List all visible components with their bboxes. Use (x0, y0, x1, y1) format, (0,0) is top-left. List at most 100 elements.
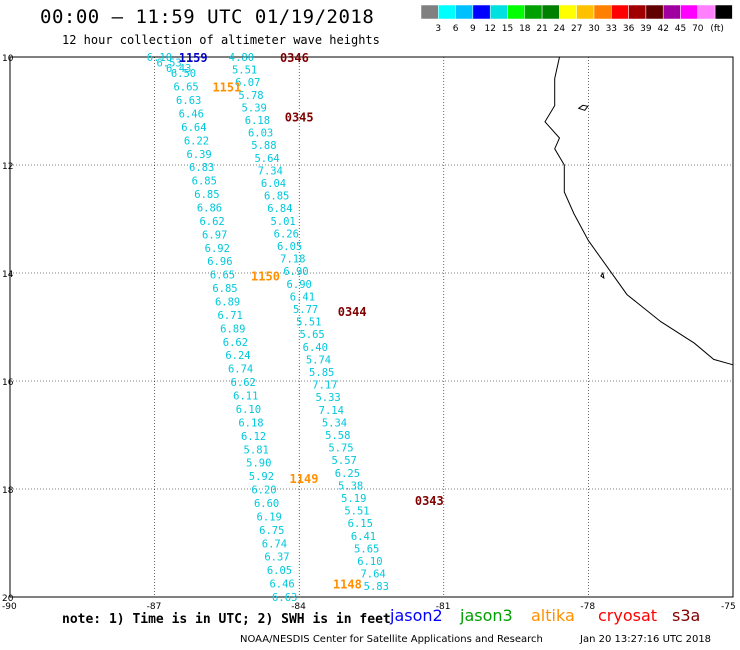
wave-height-value: 5.85 (309, 367, 334, 379)
wave-height-value: 5.51 (232, 65, 257, 77)
wave-height-value: 6.46 (269, 579, 294, 591)
wave-height-value: 6.18 (245, 115, 270, 127)
lon-tick-label: -78 (580, 602, 595, 612)
wave-height-value: 6.24 (225, 350, 250, 362)
wave-height-value: 5.83 (364, 581, 389, 593)
wave-height-value: 5.01 (270, 216, 295, 228)
wave-height-value: 5.39 (242, 102, 267, 114)
wave-height-value: 6.10 (236, 404, 261, 416)
wave-height-value: 6.50 (171, 68, 196, 80)
island (600, 271, 605, 280)
coastline (544, 56, 734, 366)
lon-tick-label: -75 (721, 602, 736, 612)
color-scale-label: 36 (623, 24, 635, 34)
legend-jason3: jason3 (460, 606, 513, 625)
legend-s3a: s3a (672, 606, 701, 625)
wave-height-value: 6.65 (210, 270, 235, 282)
pass-time-label: 1151 (212, 81, 241, 95)
wave-height-value: 6.15 (348, 518, 373, 530)
wave-height-value: 6.04 (261, 178, 286, 190)
wave-height-value: 6.46 (179, 109, 204, 121)
footer-timestamp: Jan 20 13:27:16 UTC 2018 (580, 634, 712, 645)
lat-tick-label: 18 (2, 486, 14, 496)
wave-height-value: 6.62 (223, 337, 248, 349)
wave-height-value: 5.78 (238, 90, 263, 102)
color-scale-label: 24 (554, 24, 566, 34)
color-scale-label: 9 (470, 24, 476, 34)
color-scale-label: 70 (692, 24, 704, 34)
units-note: note: 1) Time is in UTC; 2) SWH is in fe… (62, 612, 391, 627)
wave-height-value: 6.60 (254, 498, 279, 510)
pass-time-label: 1148 (333, 578, 362, 592)
wave-height-value: 6.86 (197, 203, 222, 215)
wave-height-value: 6.62 (199, 216, 224, 228)
color-scale-label: 27 (571, 24, 582, 34)
wave-height-value: 6.22 (184, 135, 209, 147)
wave-height-value: 6.96 (207, 256, 232, 268)
color-scale-label: 18 (519, 24, 531, 34)
wave-height-value: 6.74 (262, 538, 287, 550)
map-subtitle: 12 hour collection of altimeter wave hei… (62, 33, 380, 47)
wave-height-value: 7.64 (360, 569, 385, 581)
pass-time-label: 1150 (251, 270, 280, 284)
lon-tick-label: -87 (147, 602, 162, 612)
wave-height-value: 6.85 (192, 176, 217, 188)
lat-tick-label: 16 (2, 378, 14, 388)
wave-height-value: 6.63 (176, 95, 201, 107)
wave-height-value: 6.85 (194, 189, 219, 201)
wave-height-value: 5.81 (244, 444, 269, 456)
lat-tick-label: 20 (2, 594, 14, 604)
wave-height-value: 6.83 (189, 162, 214, 174)
wave-height-value: 5.38 (338, 480, 363, 492)
wave-height-value: 6.85 (264, 191, 289, 203)
wave-height-value: 6.64 (181, 122, 206, 134)
color-scale-label: 33 (606, 24, 617, 34)
wave-height-value: 6.71 (218, 310, 243, 322)
wave-height-value: 6.40 (303, 342, 328, 354)
color-scale-label: 15 (502, 24, 513, 34)
wave-height-value: 6.63 (272, 592, 297, 604)
wave-height-value: 5.90 (246, 458, 271, 470)
color-scale-label: 21 (536, 24, 547, 34)
wave-height-value: 6.90 (287, 279, 312, 291)
pass-time-label: 0346 (280, 51, 309, 65)
pass-time-label: 1149 (290, 472, 319, 486)
color-scale-legend: 3 6 9 12 15 18 21 24 27 30 33 36 39 42 45 70 (ft) (420, 4, 733, 34)
wave-height-value: 6.10 (357, 556, 382, 568)
wave-height-value: 6.97 (202, 229, 227, 241)
wave-height-value: 5.57 (332, 455, 357, 467)
wave-height-value: 5.34 (322, 417, 347, 429)
wave-height-value: 6.74 (228, 364, 253, 376)
wave-height-value: 6.03 (248, 128, 273, 140)
wave-height-value: 7.14 (319, 405, 344, 417)
wave-height-value: 6.19 (257, 511, 282, 523)
pass-time-label: 0344 (338, 305, 367, 319)
color-scale-label: 30 (588, 24, 600, 34)
color-scale-label: 12 (484, 24, 495, 34)
island (577, 104, 589, 111)
map-title: 00:00 – 11:59 UTC 01/19/2018 (40, 6, 375, 28)
wave-height-value: 5.19 (341, 493, 366, 505)
lon-tick-label: -84 (291, 602, 306, 612)
wave-height-value: 7.18 (280, 254, 305, 266)
map-frame (9, 56, 734, 598)
wave-height-value: 5.65 (299, 329, 324, 341)
wave-height-value: 6.84 (267, 203, 292, 215)
lat-tick-label: 10 (2, 54, 14, 64)
wave-height-value: 6.11 (233, 391, 258, 403)
wave-height-value: 6.12 (241, 431, 266, 443)
wave-height-value: 6.20 (251, 485, 276, 497)
lat-tick-label: 12 (2, 162, 13, 172)
wave-height-value: 6.89 (220, 323, 245, 335)
color-scale-label: (ft) (710, 24, 724, 34)
wave-height-value: 6.26 (274, 228, 299, 240)
wave-height-value: 5.92 (249, 471, 274, 483)
lat-tick-label: 14 (2, 270, 14, 280)
wave-height-value: 6.07 (235, 77, 260, 89)
wave-height-value: 5.88 (251, 140, 276, 152)
color-scale-label: 42 (657, 24, 668, 34)
wave-height-value: 6.92 (205, 243, 230, 255)
wave-height-value: 6.18 (238, 417, 263, 429)
lon-tick-label: -81 (436, 602, 451, 612)
wave-height-value: 6.41 (351, 531, 376, 543)
